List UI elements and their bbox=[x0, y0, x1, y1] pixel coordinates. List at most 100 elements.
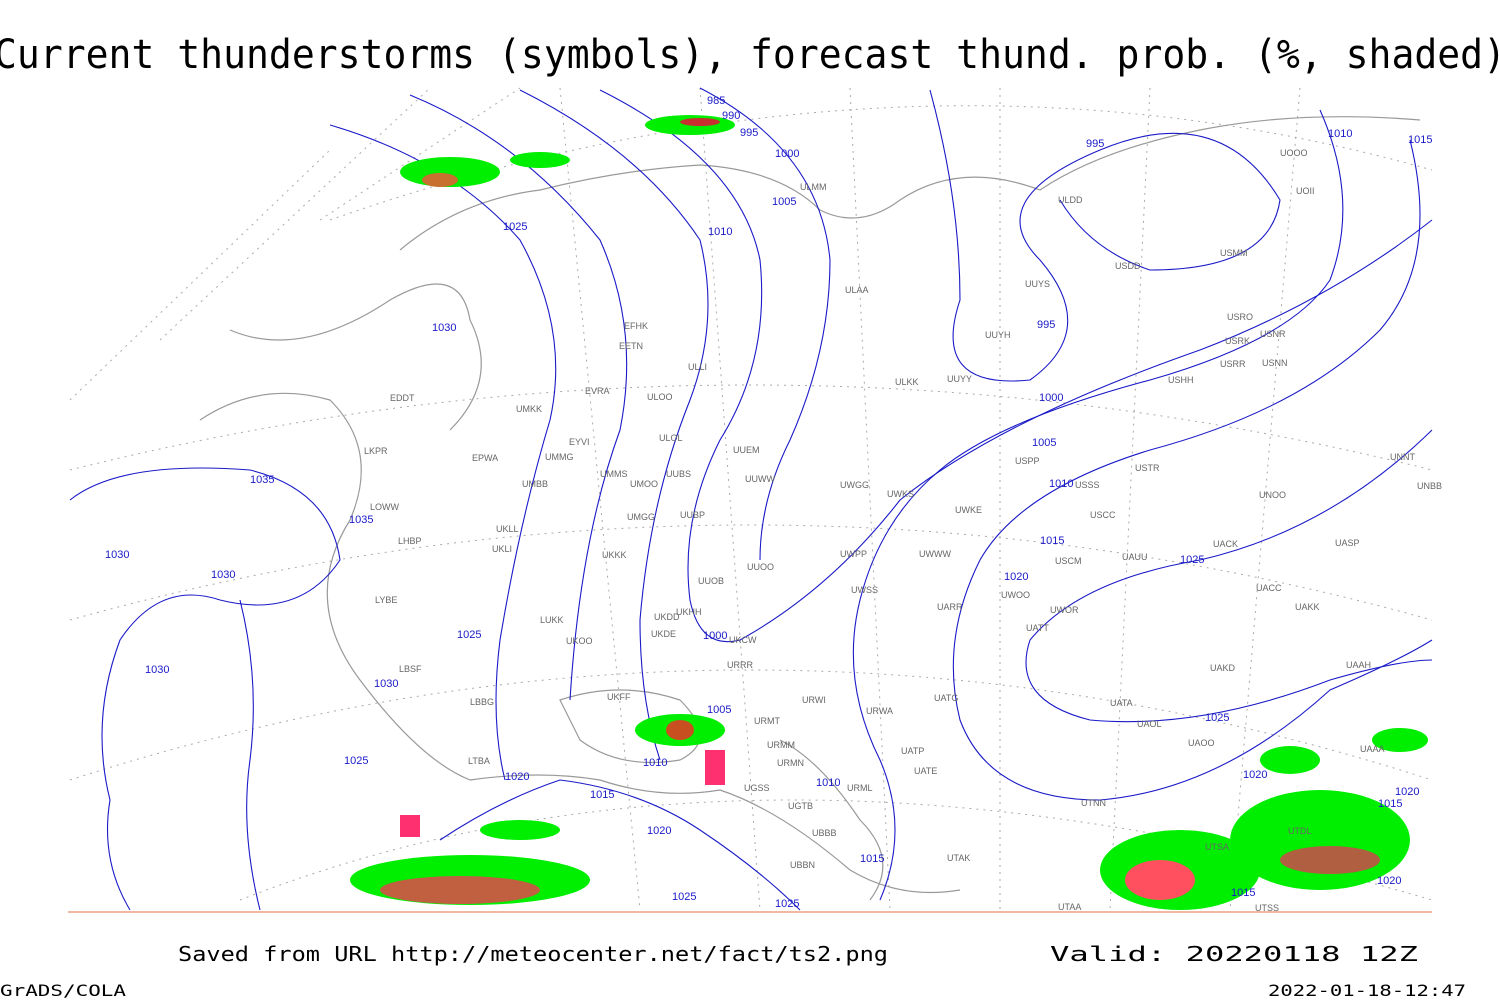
isobar-label: 1000 bbox=[775, 148, 799, 160]
station-label: UKKK bbox=[602, 550, 627, 560]
station-label: USTR bbox=[1135, 463, 1160, 473]
station-label: LBSF bbox=[399, 664, 422, 674]
station-label: UATT bbox=[1026, 623, 1049, 633]
isobar-label: 1030 bbox=[105, 549, 129, 561]
station-label: UAKD bbox=[1210, 663, 1236, 673]
station-label: UWKS bbox=[887, 489, 914, 499]
station-label: UWOO bbox=[1001, 590, 1030, 600]
probability-shading bbox=[350, 115, 1428, 910]
isobar-label: 1025 bbox=[1205, 712, 1229, 724]
station-label: UMMG bbox=[545, 452, 574, 462]
station-label: ULDD bbox=[1058, 195, 1083, 205]
station-label: ULAA bbox=[845, 285, 869, 295]
station-label: UKFF bbox=[607, 692, 631, 702]
station-label: USNR bbox=[1260, 329, 1286, 339]
station-label: UWOR bbox=[1050, 605, 1079, 615]
isobar-label: 1025 bbox=[457, 629, 481, 641]
station-label: UKDE bbox=[651, 629, 676, 639]
station-label: UKOO bbox=[566, 636, 593, 646]
station-label: UAOL bbox=[1137, 719, 1162, 729]
station-label: UKLL bbox=[496, 524, 519, 534]
isobar-label: 1025 bbox=[503, 221, 527, 233]
isobar-label: 995 bbox=[740, 127, 758, 139]
station-label: UNOO bbox=[1259, 490, 1286, 500]
station-label: UBBN bbox=[790, 860, 815, 870]
station-label: UUBS bbox=[666, 469, 691, 479]
isobar-label: 1025 bbox=[672, 891, 696, 903]
station-label: UNNT bbox=[1390, 452, 1415, 462]
station-label: USPP bbox=[1015, 456, 1040, 466]
labels: 9859909951000100510101025103010351035103… bbox=[105, 95, 1442, 913]
station-label: USDD bbox=[1115, 261, 1141, 271]
isobar-label: 1010 bbox=[816, 777, 840, 789]
station-label: USRO bbox=[1227, 312, 1253, 322]
station-label: UMOO bbox=[630, 479, 658, 489]
station-label: UAAA bbox=[1360, 744, 1385, 754]
graticule bbox=[69, 87, 1433, 911]
station-label: UUBP bbox=[680, 510, 705, 520]
station-label: UAOO bbox=[1188, 738, 1215, 748]
station-label: ULLI bbox=[688, 362, 707, 372]
station-label: UUOB bbox=[698, 576, 724, 586]
isobar-label: 1035 bbox=[250, 474, 274, 486]
isobar-label: 1020 bbox=[1395, 786, 1419, 798]
station-label: UAAH bbox=[1346, 660, 1371, 670]
isobar-label: 995 bbox=[1037, 319, 1055, 331]
isobar-label: 1010 bbox=[1049, 478, 1073, 490]
isobar-label: 1015 bbox=[1040, 535, 1064, 547]
station-label: EDDT bbox=[390, 393, 415, 403]
station-label: LTBA bbox=[468, 756, 490, 766]
isobar-label: 1005 bbox=[707, 704, 731, 716]
valid-time: Valid: 20220118 12Z bbox=[1050, 942, 1418, 966]
station-label: UMMS bbox=[600, 469, 628, 479]
station-label: USRR bbox=[1220, 359, 1246, 369]
station-label: LYBE bbox=[375, 595, 397, 605]
station-label: UTNN bbox=[1081, 798, 1106, 808]
isobar-label: 1025 bbox=[344, 755, 368, 767]
station-label: URWA bbox=[866, 706, 893, 716]
station-label: UWPP bbox=[840, 549, 867, 559]
station-label: EETN bbox=[619, 341, 643, 351]
station-label: EYVI bbox=[569, 437, 590, 447]
station-label: UKDD bbox=[654, 612, 680, 622]
isobar-label: 1015 bbox=[590, 789, 614, 801]
isobar-label: 1015 bbox=[1378, 798, 1402, 810]
source-url: Saved from URL http://meteocenter.net/fa… bbox=[178, 942, 888, 966]
station-label: ULKK bbox=[895, 377, 919, 387]
station-label: UTDL bbox=[1288, 826, 1312, 836]
station-label: UKLI bbox=[492, 544, 512, 554]
station-label: UOOO bbox=[1280, 148, 1308, 158]
isobar-label: 1030 bbox=[145, 664, 169, 676]
isobar-label: 1005 bbox=[772, 196, 796, 208]
isobar-label: 1020 bbox=[505, 771, 529, 783]
station-label: USRK bbox=[1225, 336, 1250, 346]
station-label: UUYY bbox=[947, 374, 972, 384]
coastlines bbox=[199, 116, 1421, 901]
station-label: UGTB bbox=[788, 801, 813, 811]
isobar-label: 1030 bbox=[432, 322, 456, 334]
station-label: UTSA bbox=[1205, 842, 1229, 852]
station-label: UUEM bbox=[733, 445, 760, 455]
station-label: UKCW bbox=[729, 635, 757, 645]
station-label: UMKK bbox=[516, 404, 542, 414]
isobar-label: 1035 bbox=[349, 514, 373, 526]
isobar-label: 1015 bbox=[1408, 134, 1432, 146]
station-label: USCC bbox=[1090, 510, 1116, 520]
timestamp: 2022-01-18-12:47 bbox=[1268, 981, 1466, 1000]
isobar-label: 1005 bbox=[1032, 437, 1056, 449]
station-label: UACK bbox=[1213, 539, 1238, 549]
station-label: USCM bbox=[1055, 556, 1082, 566]
station-label: LBBG bbox=[470, 697, 494, 707]
station-label: UMGG bbox=[627, 512, 655, 522]
station-label: LHBP bbox=[398, 536, 422, 546]
station-label: UTSS bbox=[1255, 903, 1279, 913]
station-label: ULOL bbox=[659, 433, 683, 443]
station-label: EVRA bbox=[585, 386, 610, 396]
isobar-label: 995 bbox=[1086, 138, 1104, 150]
map-frame bbox=[68, 87, 1433, 913]
station-label: UMBB bbox=[522, 479, 548, 489]
station-label: LKPR bbox=[364, 446, 388, 456]
station-label: URMN bbox=[777, 758, 804, 768]
station-label: URML bbox=[847, 783, 873, 793]
map-area bbox=[68, 88, 1432, 912]
